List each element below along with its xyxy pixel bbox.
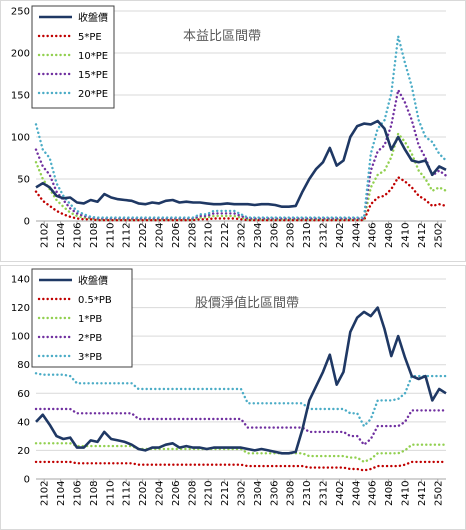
x-tick-label: 2410 bbox=[401, 481, 412, 506]
x-tick-label: 2204 bbox=[155, 223, 166, 248]
x-tick-label: 2412 bbox=[417, 223, 428, 248]
series-line-0 bbox=[35, 306, 447, 455]
x-tick-label: 2202 bbox=[138, 223, 149, 248]
y-tick-label: 0 bbox=[24, 217, 30, 228]
x-tick-label: 2406 bbox=[368, 481, 379, 506]
legend-label: 20*PE bbox=[78, 89, 108, 100]
pb-x-ticks: 2102 2104 2106 2108 2110 2112 2202 2204 2206 2208… bbox=[36, 478, 446, 506]
x-tick-label: 2206 bbox=[171, 223, 182, 248]
x-tick-label: 2410 bbox=[401, 223, 412, 248]
x-tick-label: 2312 bbox=[319, 223, 330, 248]
x-tick-label: 2404 bbox=[351, 481, 362, 506]
x-tick-label: 2310 bbox=[302, 223, 313, 248]
y-tick-label: 40 bbox=[17, 417, 30, 428]
x-tick-label: 2304 bbox=[253, 481, 264, 506]
legend-label: 5*PE bbox=[78, 32, 102, 43]
y-tick-label: 100 bbox=[11, 332, 30, 343]
series-line-3 bbox=[34, 407, 448, 446]
x-tick-label: 2402 bbox=[335, 223, 346, 248]
x-tick-label: 2108 bbox=[89, 223, 100, 248]
y-tick-label: 150 bbox=[11, 91, 30, 102]
x-tick-label: 2208 bbox=[187, 481, 198, 506]
y-tick-label: 0 bbox=[24, 475, 30, 486]
x-tick-label: 2102 bbox=[40, 223, 51, 248]
pb-band-chart-panel: 0 20 40 60 80 100 120 140 2102 2104 2106 2108 2110 2… bbox=[0, 265, 466, 530]
series-line-1 bbox=[34, 460, 448, 472]
legend-label: 3*PB bbox=[78, 352, 102, 363]
x-tick-label: 2110 bbox=[105, 223, 116, 248]
x-tick-label: 2104 bbox=[56, 223, 67, 248]
pe-x-ticks: 2102 2104 2106 2108 2110 2112 2202 2204 2206 2208… bbox=[36, 220, 446, 248]
y-tick-label: 200 bbox=[11, 49, 30, 60]
y-tick-label: 60 bbox=[17, 389, 30, 400]
x-tick-label: 2408 bbox=[384, 223, 395, 248]
x-tick-label: 2308 bbox=[286, 481, 297, 506]
legend-label: 0.5*PB bbox=[78, 295, 112, 306]
x-tick-label: 2110 bbox=[105, 481, 116, 506]
x-tick-label: 2304 bbox=[253, 223, 264, 248]
x-tick-label: 2308 bbox=[286, 223, 297, 248]
legend-label: 2*PB bbox=[78, 333, 102, 344]
pb-legend: 收盤價 0.5*PB 1*PB 2*PB 3*PB bbox=[31, 268, 133, 368]
x-tick-label: 2212 bbox=[220, 223, 231, 248]
y-tick-label: 50 bbox=[17, 175, 30, 186]
x-tick-label: 2408 bbox=[384, 481, 395, 506]
y-tick-label: 20 bbox=[17, 446, 30, 457]
x-tick-label: 2306 bbox=[269, 223, 280, 248]
y-tick-label: 80 bbox=[17, 360, 30, 371]
x-tick-label: 2302 bbox=[237, 223, 248, 248]
pe-legend: 收盤價 5*PE 10*PE 15*PE 20*PE bbox=[31, 5, 115, 109]
x-tick-label: 2402 bbox=[335, 481, 346, 506]
series-line-2 bbox=[34, 442, 448, 464]
x-tick-label: 2404 bbox=[351, 223, 362, 248]
x-tick-label: 2112 bbox=[122, 481, 133, 506]
x-tick-label: 2210 bbox=[204, 223, 215, 248]
pe-chart-title: 本益比區間帶 bbox=[183, 29, 261, 44]
x-tick-label: 2310 bbox=[302, 481, 313, 506]
y-tick-label: 100 bbox=[11, 133, 30, 144]
x-tick-label: 2202 bbox=[138, 481, 149, 506]
x-tick-label: 2212 bbox=[220, 481, 231, 506]
x-tick-label: 2106 bbox=[73, 481, 84, 506]
x-tick-label: 2406 bbox=[368, 223, 379, 248]
x-tick-label: 2206 bbox=[171, 481, 182, 506]
pe-band-chart-panel: 0 50 100 150 200 250 2102 2104 2106 2108 2110 2112… bbox=[0, 0, 466, 262]
pb-series-lines bbox=[34, 306, 448, 472]
series-line-2 bbox=[34, 132, 448, 221]
x-tick-label: 2208 bbox=[187, 223, 198, 248]
x-tick-label: 2112 bbox=[122, 223, 133, 248]
x-tick-label: 2412 bbox=[417, 481, 428, 506]
pe-band-chart: 0 50 100 150 200 250 2102 2104 2106 2108 2110 2112… bbox=[0, 0, 466, 262]
x-tick-label: 2108 bbox=[89, 481, 100, 506]
x-tick-label: 2102 bbox=[40, 481, 51, 506]
legend-box bbox=[31, 5, 115, 109]
legend-label: 收盤價 bbox=[78, 274, 108, 287]
x-tick-label: 2306 bbox=[269, 481, 280, 506]
series-line-0 bbox=[35, 119, 447, 208]
x-tick-label: 2502 bbox=[433, 223, 444, 248]
pb-y-ticks: 0 20 40 60 80 100 120 140 bbox=[11, 275, 30, 486]
y-tick-label: 250 bbox=[11, 7, 30, 18]
x-tick-label: 2106 bbox=[73, 223, 84, 248]
x-tick-label: 2312 bbox=[319, 481, 330, 506]
legend-label: 15*PE bbox=[78, 70, 108, 81]
x-tick-label: 2502 bbox=[433, 481, 444, 506]
x-tick-label: 2210 bbox=[204, 481, 215, 506]
legend-label: 收盤價 bbox=[78, 11, 108, 24]
y-tick-label: 140 bbox=[11, 275, 30, 286]
pe-y-ticks: 0 50 100 150 200 250 bbox=[11, 7, 30, 228]
series-line-1 bbox=[34, 176, 448, 222]
legend-label: 1*PB bbox=[78, 314, 102, 325]
x-tick-label: 2302 bbox=[237, 481, 248, 506]
series-line-4 bbox=[34, 372, 448, 428]
pb-chart-title: 股價淨值比區間帶 bbox=[195, 295, 299, 311]
x-tick-label: 2104 bbox=[56, 481, 67, 506]
legend-label: 10*PE bbox=[78, 51, 108, 62]
series-line-4 bbox=[34, 35, 448, 219]
y-tick-label: 120 bbox=[11, 303, 30, 314]
pe-series-lines bbox=[34, 35, 448, 222]
x-tick-label: 2204 bbox=[155, 481, 166, 506]
